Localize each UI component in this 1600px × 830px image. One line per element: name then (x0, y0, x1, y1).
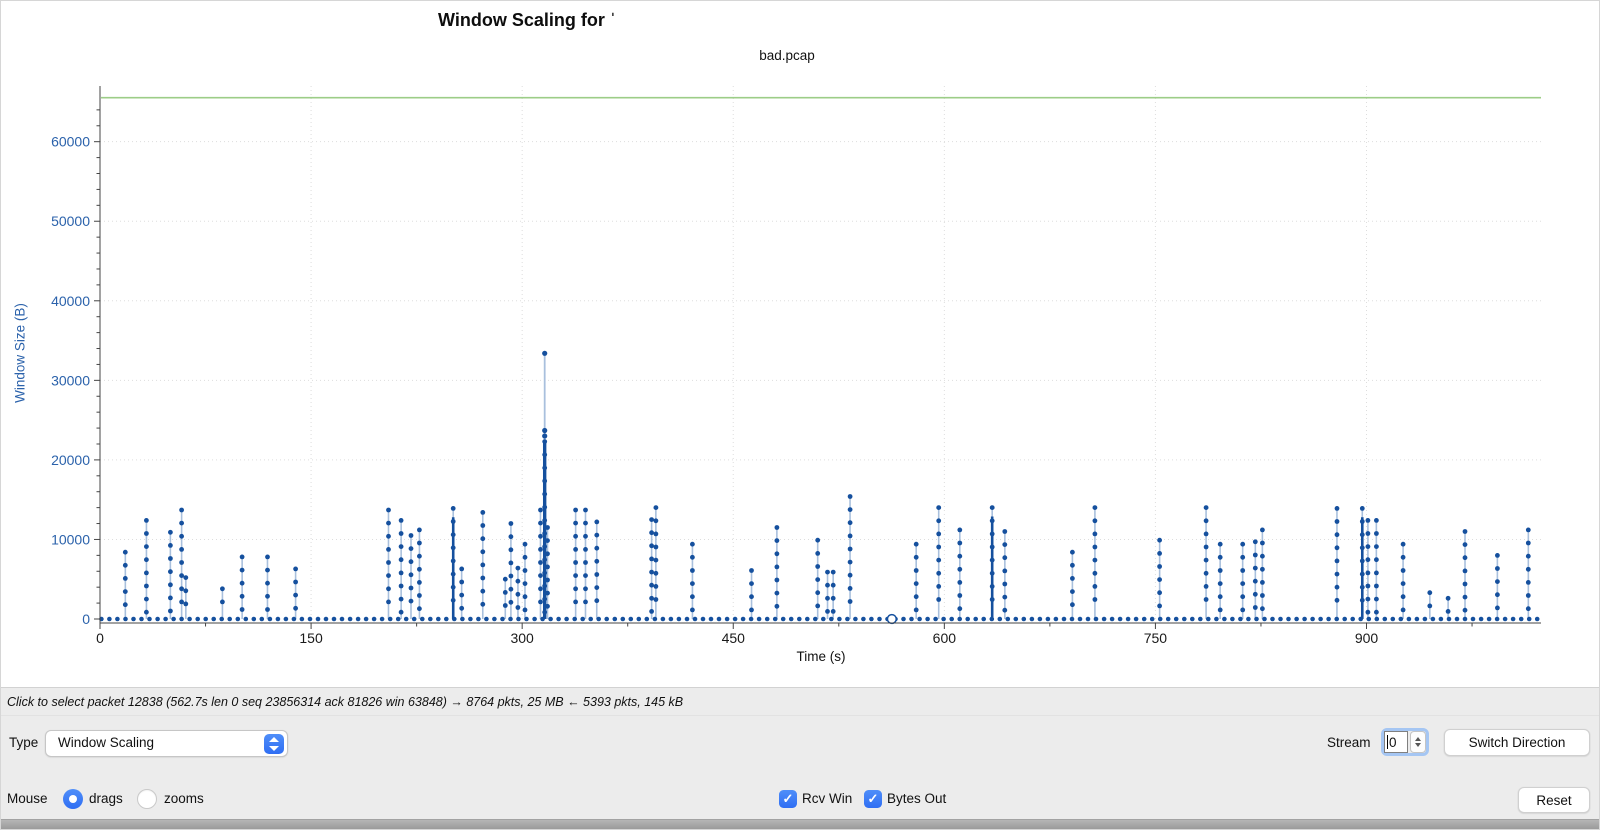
checkmark-icon: ✓ (782, 791, 794, 806)
svg-text:600: 600 (933, 630, 957, 646)
chevron-up-icon (269, 736, 279, 742)
y-axis-label: Window Size (B) (12, 303, 28, 403)
svg-text:450: 450 (722, 630, 746, 646)
bytes-out-checkbox[interactable]: ✓ (864, 790, 882, 808)
stepper-up-icon[interactable] (1415, 737, 1421, 741)
controls-panel: Click to select packet 12838 (562.7s len… (1, 687, 1599, 819)
stepper-down-icon[interactable] (1415, 743, 1421, 747)
radio-drags[interactable] (63, 789, 83, 809)
svg-text:150: 150 (299, 630, 323, 646)
graph-type-dropdown[interactable]: Window Scaling (45, 730, 288, 757)
chart-region: Window Scaling for ˈ bad.pcap Window Siz… (1, 1, 1600, 687)
separator-line (1, 715, 1599, 716)
svg-text:0: 0 (96, 630, 104, 646)
radio-zooms-label[interactable]: zooms (164, 791, 204, 806)
checkmark-icon: ✓ (867, 791, 879, 806)
svg-text:900: 900 (1355, 630, 1379, 646)
stream-label: Stream (1327, 735, 1371, 750)
dropdown-stepper-icon[interactable] (264, 733, 284, 754)
radio-zooms[interactable] (137, 789, 157, 809)
stream-value: 0 (1389, 734, 1397, 750)
svg-text:10000: 10000 (51, 531, 90, 547)
svg-text:50000: 50000 (51, 213, 90, 229)
radio-drags-label[interactable]: drags (89, 791, 123, 806)
bytes-out-checkbox-label[interactable]: Bytes Out (887, 791, 947, 806)
chart-title: Window Scaling for ˈ (438, 10, 616, 30)
window-scaling-plot[interactable]: 0 10000 20000 30000 40000 50000 60000 0 150 300 45… (1, 1, 1600, 687)
mouse-label: Mouse (7, 791, 48, 806)
svg-text:20000: 20000 (51, 452, 90, 468)
rcv-win-checkbox-label[interactable]: Rcv Win (802, 791, 853, 806)
svg-text:30000: 30000 (51, 372, 90, 388)
svg-text:0: 0 (82, 611, 90, 627)
reset-label: Reset (1536, 792, 1572, 808)
switch-direction-label: Switch Direction (1468, 735, 1566, 750)
stream-input[interactable]: 0 (1384, 731, 1408, 753)
switch-direction-button[interactable]: Switch Direction (1444, 729, 1590, 756)
chevron-down-icon (269, 745, 279, 751)
svg-text:750: 750 (1144, 630, 1168, 646)
rcv-win-checkbox[interactable]: ✓ (779, 790, 797, 808)
status-hint-text: Click to select packet 12838 (562.7s len… (7, 695, 684, 709)
text-caret (1387, 735, 1388, 749)
stream-stepper[interactable] (1410, 731, 1426, 753)
type-label: Type (9, 735, 39, 750)
chart-subtitle: bad.pcap (759, 48, 815, 63)
x-axis-label: Time (s) (796, 649, 846, 664)
svg-text:60000: 60000 (51, 134, 90, 150)
svg-text:300: 300 (510, 630, 534, 646)
reset-button[interactable]: Reset (1518, 787, 1590, 813)
graph-type-value: Window Scaling (58, 735, 155, 750)
stream-spinbox[interactable]: 0 (1381, 728, 1429, 756)
svg-text:40000: 40000 (51, 293, 90, 309)
window-bottom-edge (1, 819, 1599, 829)
